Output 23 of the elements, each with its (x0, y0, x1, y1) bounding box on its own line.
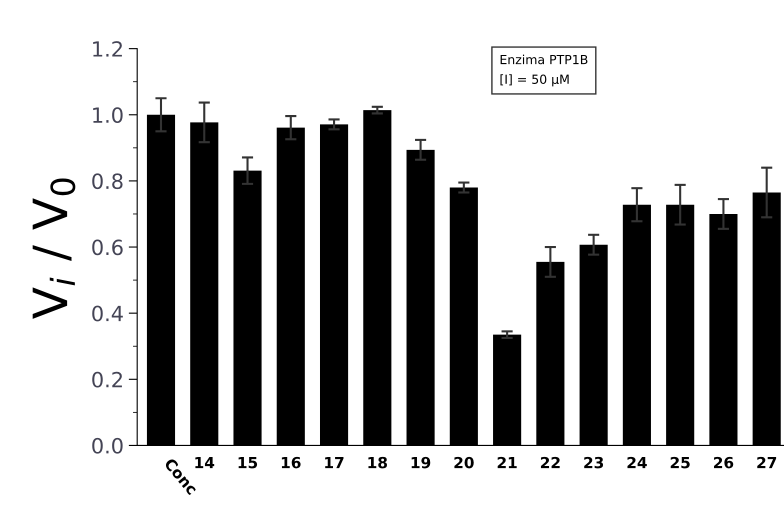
y-tick-label: 1.2 (93, 41, 122, 57)
x-tick-label: 15 (238, 457, 258, 468)
x-tick-label: 14 (195, 457, 214, 468)
y-tick-label: 0.4 (92, 306, 123, 322)
x-tick-label: 25 (670, 456, 690, 468)
x-tick-label: 23 (584, 456, 604, 468)
x-tick-label: 16 (282, 456, 301, 468)
x-tick-label: 18 (368, 456, 387, 468)
x-tick-label: 24 (627, 456, 647, 468)
x-tick-label: 20 (454, 456, 474, 468)
annotation: Enzima PTP1B [I] = 50 μM (500, 54, 588, 86)
y-tick-label: 0.6 (92, 239, 123, 256)
x-tick-label: 17 (325, 457, 344, 468)
y-tick-label: 1.0 (93, 107, 123, 123)
y-axis-title: V$_{i}$ / V$_{0}$ (32, 178, 76, 319)
x-tick-label: 22 (540, 456, 560, 468)
y-tick-label: 0.2 (92, 372, 122, 388)
y-tick-label: 0.8 (92, 173, 123, 190)
x-tick-label: 19 (412, 456, 430, 468)
x-tick-label: 27 (757, 456, 776, 468)
x-tick-label: 26 (714, 456, 734, 468)
y-tick-label: 0.0 (92, 438, 123, 454)
x-tick-label: 21 (498, 456, 517, 468)
